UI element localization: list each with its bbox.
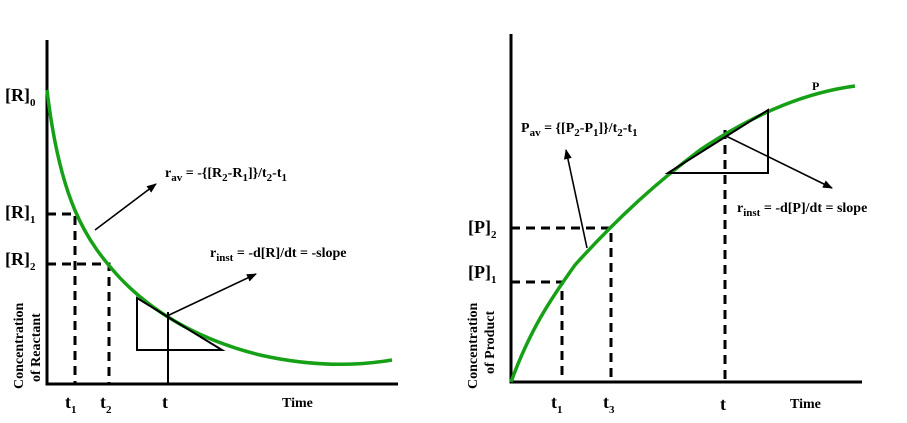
r0-label: [R]0 [5, 85, 36, 109]
rinst-formula-right: rinst = -d[P]/dt = slope [737, 201, 867, 219]
p2-t3-guide [511, 226, 613, 382]
product-xlabel: Time [790, 397, 821, 412]
rav-arrow [94, 183, 157, 231]
r1-t1-guide [47, 212, 77, 384]
rinst-formula-left: rinst = -d[R]/dt = -slope [210, 246, 347, 264]
t2-label-left: t2 [100, 392, 112, 416]
rav-formula: rav = -{[R2-R1]}/t2-t1 [165, 166, 287, 184]
rinst-arrow-left [166, 273, 257, 317]
r2-t2-guide [47, 262, 111, 384]
reactant-graph: [R]0 [R]1 [R]2 Concentration of Reactant… [5, 40, 398, 416]
r2-label: [R]2 [5, 249, 36, 273]
product-ylabel-1: Concentration [466, 302, 481, 389]
t-label-left: t [162, 392, 168, 412]
product-tangent-triangle [664, 108, 769, 174]
p1-label: [P]1 [468, 262, 496, 286]
p2-label: [P]2 [468, 217, 497, 241]
t1-label-right: t1 [551, 392, 563, 416]
reactant-axes [45, 40, 398, 386]
pav-arrow [563, 149, 588, 249]
rinst-arrow-right [725, 135, 833, 189]
t-label-right: t [720, 394, 726, 414]
reactant-xlabel: Time [282, 396, 313, 411]
reactant-ylabel-2: of Reactant [29, 313, 44, 382]
curve-label-p: P [812, 79, 819, 93]
reactant-tangent-triangle [136, 296, 226, 351]
product-graph: [P]2 [P]1 Concentration of Product t1 t3… [466, 34, 867, 416]
r1-label: [R]1 [5, 202, 36, 226]
t1-label-left: t1 [65, 392, 77, 416]
product-ylabel-2: of Product [483, 311, 498, 374]
t3-label-right: t3 [603, 392, 615, 416]
pav-formula: Pav = {[P2-P1]}/t2-t1 [521, 121, 638, 139]
product-axes [509, 34, 862, 384]
reactant-ylabel-1: Concentration [12, 302, 27, 389]
product-growth-curve [509, 84, 856, 383]
